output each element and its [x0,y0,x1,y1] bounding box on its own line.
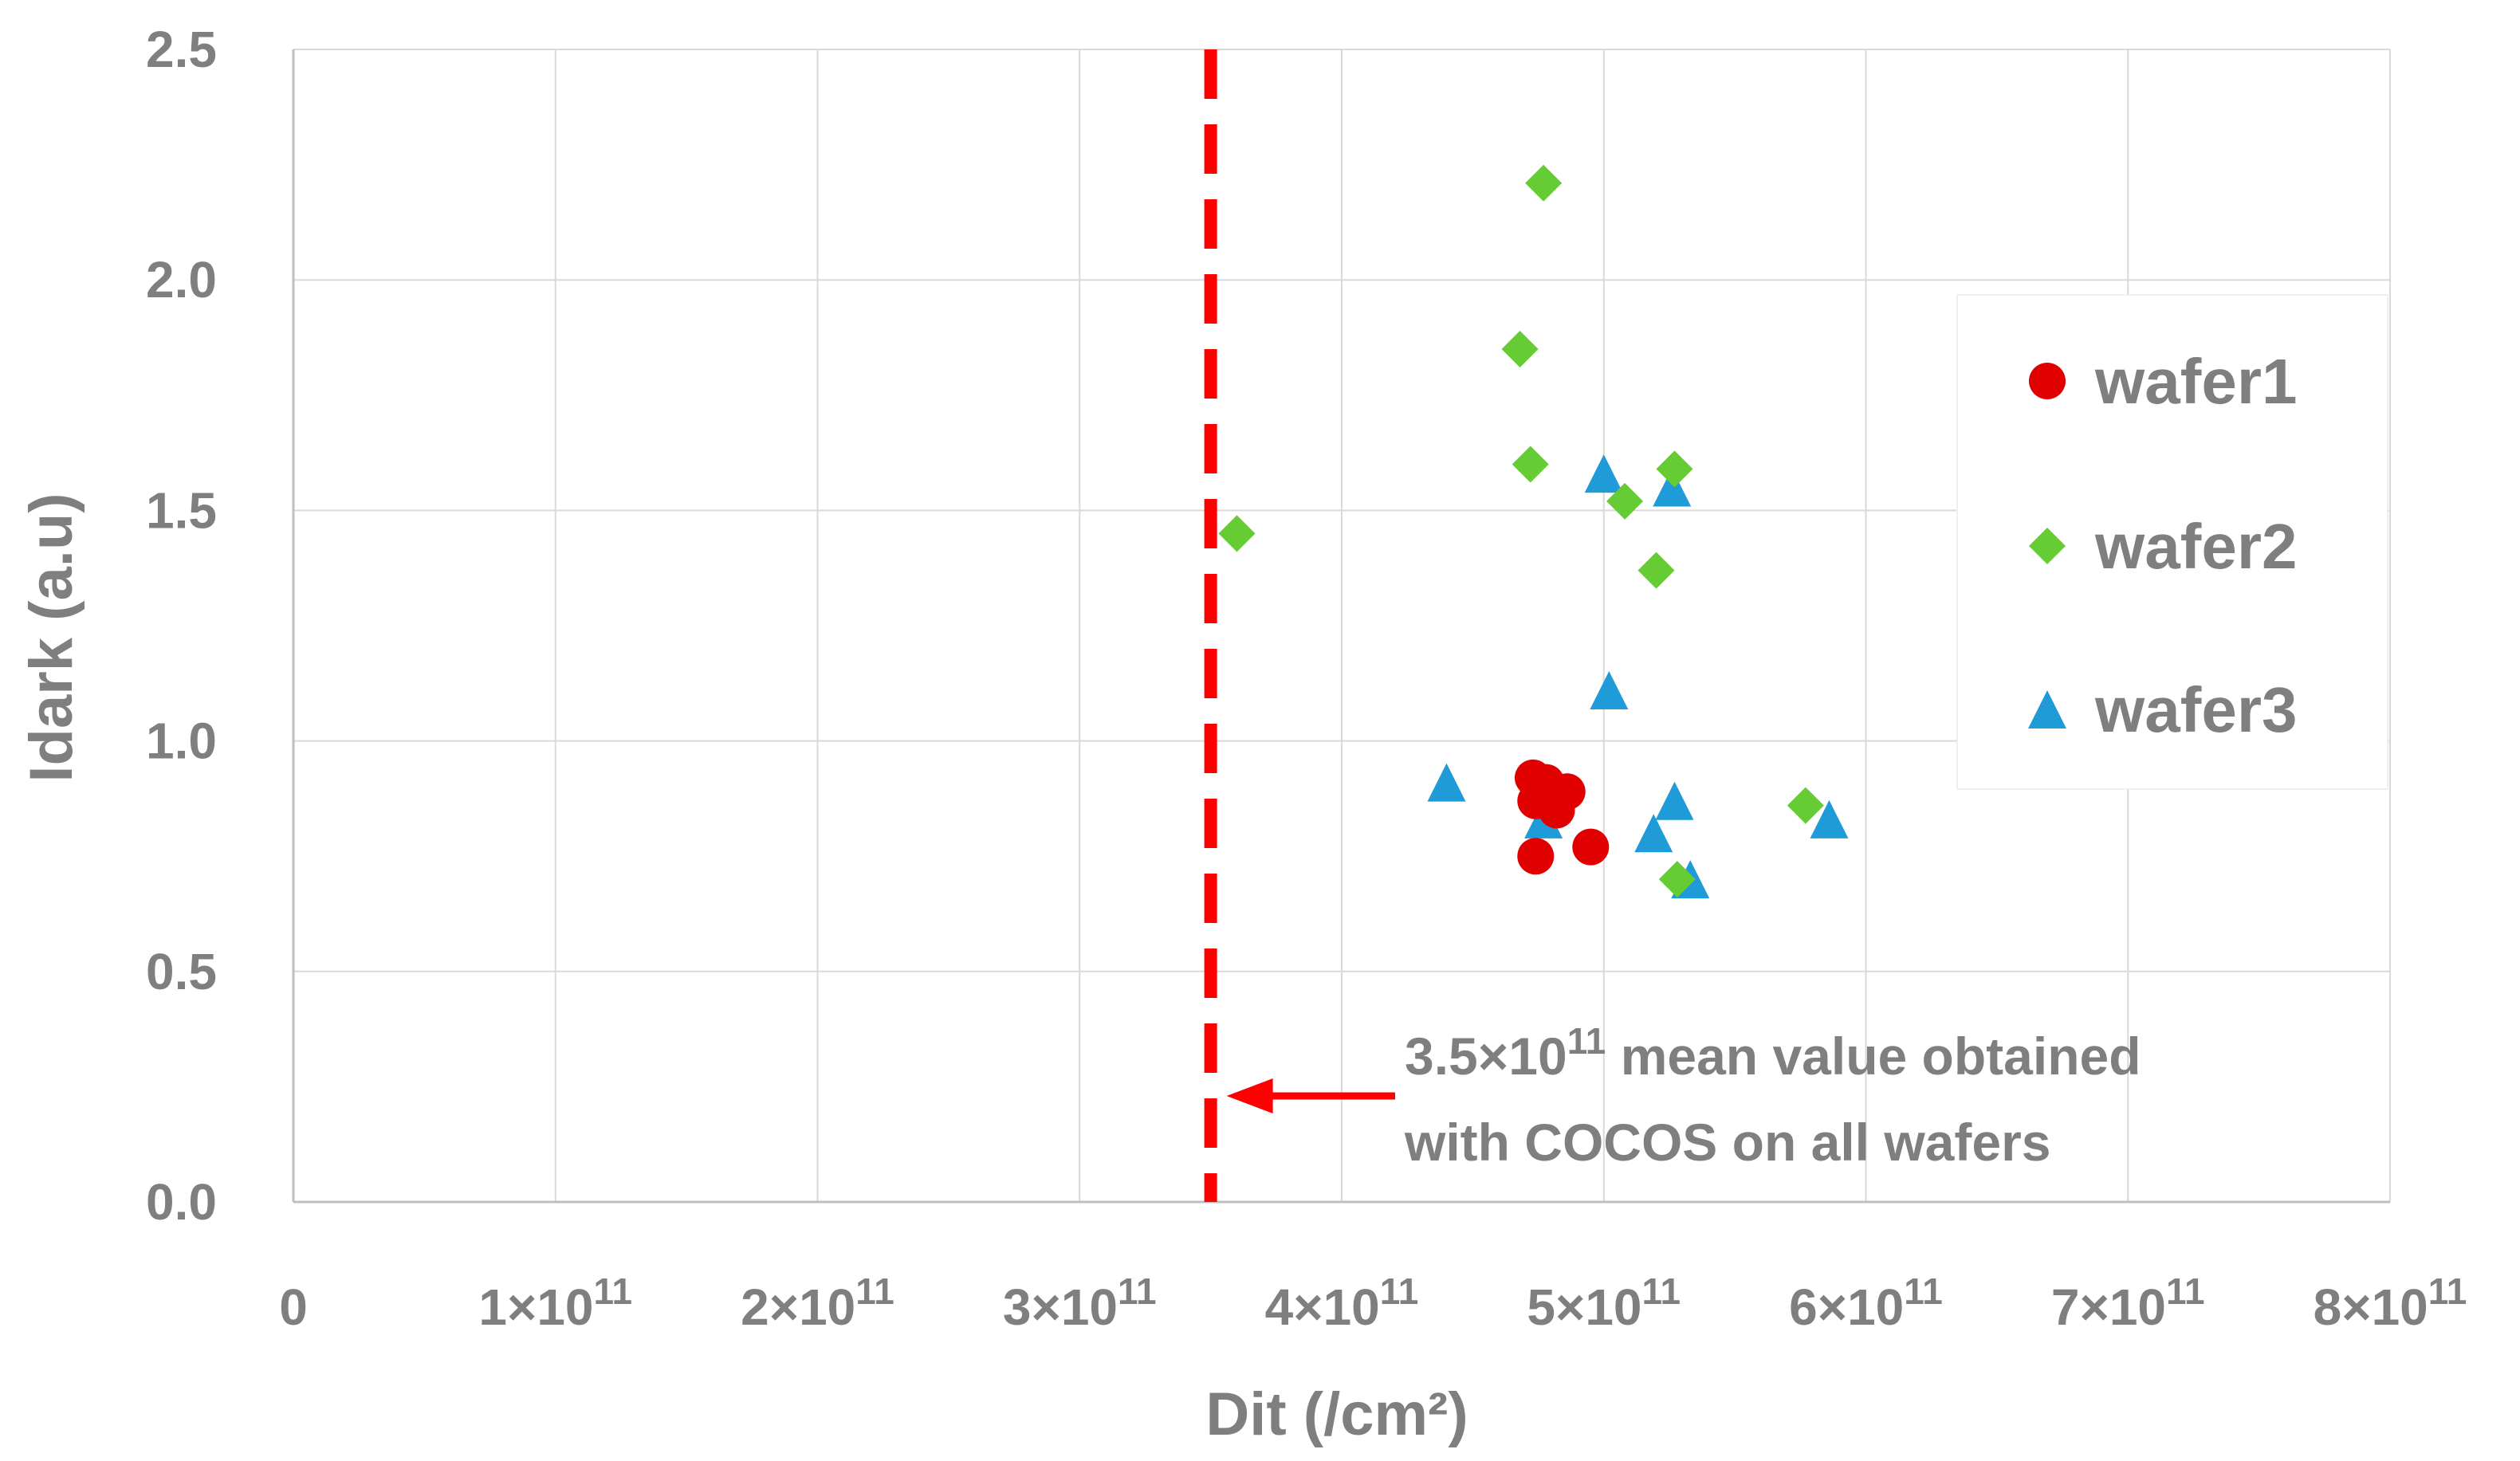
legend: wafer1 wafer2 wafer3 [1956,294,2388,790]
wafer3-point [1655,781,1694,820]
y-tick-label: 1.0 [146,713,217,770]
wafer2-point [1525,164,1563,202]
wafer1-point [1538,791,1575,829]
annotation-line-2: with COCOS on all wafers [1404,1113,2050,1172]
x-tick-label: 7×1011 [2051,1271,2205,1336]
legend-marker-wafer1 [2029,363,2066,399]
wafer2-point [1787,787,1824,824]
x-axis-title: Dit (/cm²) [1205,1380,1468,1448]
x-tick-label: 0 [279,1278,308,1336]
data-points [1218,164,1849,899]
wafer2-point [1218,515,1256,552]
y-axis-title: Idark (a.u) [18,493,85,782]
wafer2-point [1658,861,1696,898]
y-tick-label: 2.5 [146,21,217,78]
x-tick-label: 5×1011 [1527,1271,1681,1336]
x-tick-label: 8×1011 [2314,1271,2467,1336]
wafer3-point [1427,763,1466,802]
wafer3-point [1810,799,1849,839]
x-tick-label: 6×1011 [1789,1271,1943,1336]
legend-marker-wafer2 [2029,528,2066,564]
x-tick-label: 1×1011 [478,1271,632,1336]
y-tick-label: 0.0 [146,1173,217,1231]
legend-box [1956,294,2388,790]
y-tick-label: 2.0 [146,251,217,308]
y-tick-label: 1.5 [146,481,217,539]
legend-label-wafer2: wafer2 [2094,511,2297,582]
wafer1-point [1572,828,1610,866]
legend-label-wafer3: wafer3 [2094,674,2297,745]
reference-line-group: 3.5×1011 mean value obtained with COCOS o… [1204,49,2141,1202]
wafer1-point [1517,838,1555,875]
x-tick-labels: 0 1×1011 2×1011 3×1011 4×1011 5×1011 6×1011 7×1… [279,1271,2467,1336]
legend-label-wafer1: wafer1 [2094,346,2297,417]
legend-marker-wafer3 [2028,690,2066,729]
annotation-line-1: 3.5×1011 mean value obtained [1405,1020,2141,1086]
y-tick-label: 0.5 [146,943,217,1000]
wafer2-point [1501,330,1539,367]
wafer3-point [1590,670,1629,709]
x-tick-label: 2×1011 [741,1271,894,1336]
wafer3-point [1653,468,1692,507]
y-tick-labels: 0.0 0.5 1.0 1.5 2.0 2.5 [146,21,217,1231]
wafer2-point [1512,446,1549,483]
wafer2-point [1637,552,1675,589]
axes [292,49,2390,1204]
x-tick-label: 4×1011 [1265,1271,1419,1336]
wafer3-point [1634,814,1673,853]
wafer3-point [1584,454,1623,493]
wafer2-point [1656,450,1693,488]
wafer2-point [1606,482,1644,520]
x-tick-label: 3×1011 [1003,1271,1157,1336]
annotation-arrowhead [1226,1078,1273,1113]
